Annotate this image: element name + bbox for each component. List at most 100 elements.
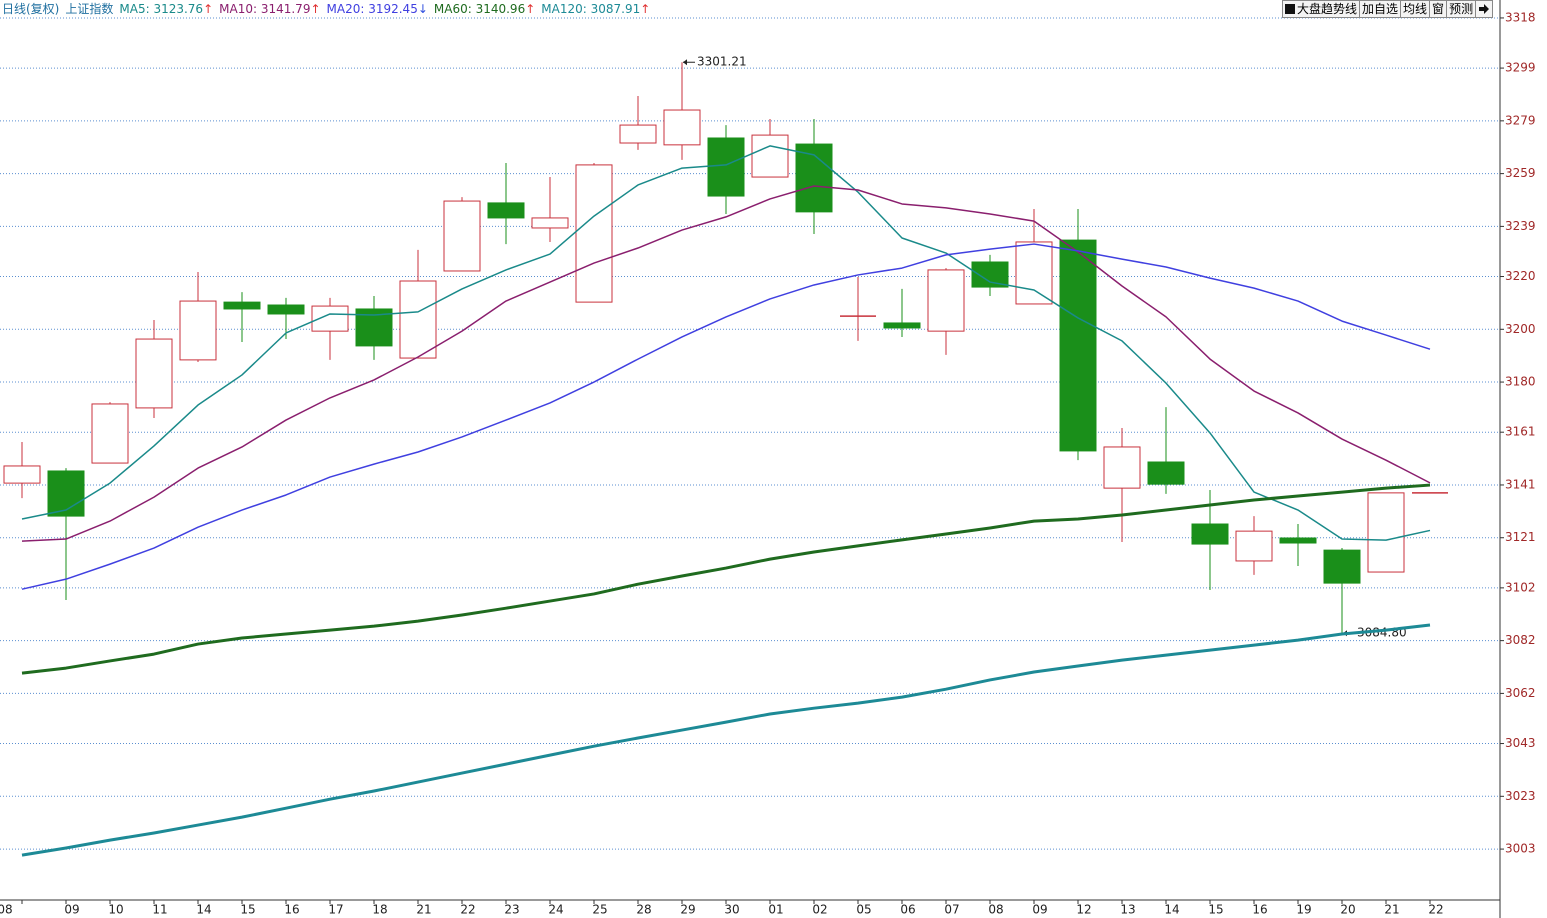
x-tick-label: 15 <box>1208 903 1223 917</box>
toolbar-label: 预测 <box>1449 2 1474 16</box>
legend-trend: ↓ <box>417 2 428 16</box>
candle-body <box>1147 461 1185 485</box>
legend-trend: ↑ <box>640 2 651 16</box>
x-tick-label: 21 <box>416 903 431 917</box>
x-tick-label: 14 <box>1164 903 1179 917</box>
candle-body <box>91 403 129 464</box>
annotation-label: 3301.21 <box>697 55 747 69</box>
x-tick-label: 25 <box>592 903 607 917</box>
x-tick-label: 12 <box>1076 903 1091 917</box>
toolbar-button[interactable]: 均线 <box>1400 0 1430 18</box>
candle-body <box>883 322 921 329</box>
toolbar-button[interactable]: 窗 <box>1429 0 1447 18</box>
exit-arrow <box>1479 4 1490 14</box>
candle-body <box>135 338 173 409</box>
legend: 日线(复权) 上证指数 MA5: 3123.76↑ MA10: 3141.79↑ M… <box>2 1 650 17</box>
x-tick-label: 24 <box>548 903 563 917</box>
x-tick-label: 11 <box>152 903 167 917</box>
candle-body <box>1191 523 1229 545</box>
x-tick-label: 19 <box>1296 903 1311 917</box>
x-tick-label: 10 <box>108 903 123 917</box>
candle-body <box>707 137 745 197</box>
legend-trend: ↑ <box>525 2 536 16</box>
ma-line <box>21 145 1431 541</box>
toolbar-label: 窗 <box>1432 2 1445 16</box>
ma-line <box>21 185 1431 542</box>
toolbar-button[interactable]: 预测 <box>1446 0 1476 18</box>
candle-body <box>399 280 437 359</box>
toolbar-button[interactable]: 加自选 <box>1359 0 1401 18</box>
y-tick-label: 3161 <box>1505 425 1536 439</box>
candle-body <box>1367 492 1405 573</box>
legend-entry: MA20: 3192.45↓ <box>327 1 428 17</box>
x-tick-label: 30 <box>724 903 739 917</box>
x-tick-label: 21 <box>1384 903 1399 917</box>
ma-line <box>21 243 1431 590</box>
candle-body <box>575 164 613 303</box>
y-tick-label: 3299 <box>1505 61 1536 75</box>
toolbar-button[interactable]: 大盘趋势线 <box>1282 0 1360 18</box>
candle-body <box>1235 530 1273 562</box>
candle-body <box>1059 239 1097 452</box>
candle-body <box>443 200 481 272</box>
candle-body <box>619 124 657 144</box>
candle-body <box>531 217 569 229</box>
candle-body <box>311 305 349 332</box>
y-tick-label: 3180 <box>1505 375 1536 389</box>
candle-body <box>1323 549 1361 584</box>
y-tick-label: 3141 <box>1505 477 1536 491</box>
x-tick-label: 20 <box>1340 903 1355 917</box>
y-tick-label: 3023 <box>1505 789 1536 803</box>
legend-entry: MA120: 3087.91↑ <box>541 1 650 17</box>
legend-entry: MA5: 3123.76↑ <box>119 1 213 17</box>
legend-trend: ↑ <box>310 2 321 16</box>
legend-entry: MA10: 3141.79↑ <box>219 1 320 17</box>
symbol-label: 上证指数 <box>65 2 114 16</box>
candle-body <box>3 465 41 484</box>
legend-label: MA120: 3087.91 <box>541 2 641 16</box>
x-tick-label: 08 <box>0 903 13 917</box>
legend-trend: ↑ <box>203 2 214 16</box>
x-tick-label: 29 <box>680 903 695 917</box>
candle-body <box>179 300 217 361</box>
x-tick-label: 05 <box>856 903 871 917</box>
y-tick-label: 3082 <box>1505 633 1536 647</box>
candle-body <box>927 269 965 332</box>
exit-icon <box>1479 4 1490 14</box>
ma-line <box>21 623 1431 857</box>
x-tick-label: 16 <box>1252 903 1267 917</box>
y-tick-label: 3062 <box>1505 686 1536 700</box>
candle-body <box>663 109 701 146</box>
candle-body <box>1103 446 1141 489</box>
y-tick-label: 3259 <box>1505 166 1536 180</box>
candle-body <box>267 304 305 315</box>
toolbar: 大盘趋势线 加自选 均线窗预测 <box>1282 0 1494 18</box>
x-tick-label: 17 <box>328 903 343 917</box>
toolbar-exit-button[interactable] <box>1475 0 1494 18</box>
x-tick-label: 23 <box>504 903 519 917</box>
annotation-arrowhead <box>683 59 687 66</box>
y-tick-label: 3239 <box>1505 219 1536 233</box>
y-tick-label: 3102 <box>1505 580 1536 594</box>
period-label: 日线(复权) <box>2 2 60 16</box>
x-tick-label: 22 <box>1428 903 1443 917</box>
y-tick-label: 3318 <box>1505 10 1536 24</box>
x-tick-label: 06 <box>900 903 915 917</box>
y-tick-label: 3043 <box>1505 736 1536 750</box>
x-tick-label: 01 <box>768 903 783 917</box>
x-tick-label: 15 <box>240 903 255 917</box>
legend-label: MA20: 3192.45 <box>326 2 418 16</box>
candle-body <box>1015 241 1053 305</box>
ma-line <box>21 483 1431 675</box>
candle-body <box>223 301 261 310</box>
candle-body <box>1279 537 1317 544</box>
legend-label: MA10: 3141.79 <box>219 2 311 16</box>
x-tick-label: 18 <box>372 903 387 917</box>
icon-square <box>1285 4 1295 14</box>
x-tick-label: 28 <box>636 903 651 917</box>
y-tick-label: 3200 <box>1505 322 1536 336</box>
x-tick-label: 09 <box>1032 903 1047 917</box>
y-tick-label: 3220 <box>1505 269 1536 283</box>
x-tick-label: 14 <box>196 903 211 917</box>
